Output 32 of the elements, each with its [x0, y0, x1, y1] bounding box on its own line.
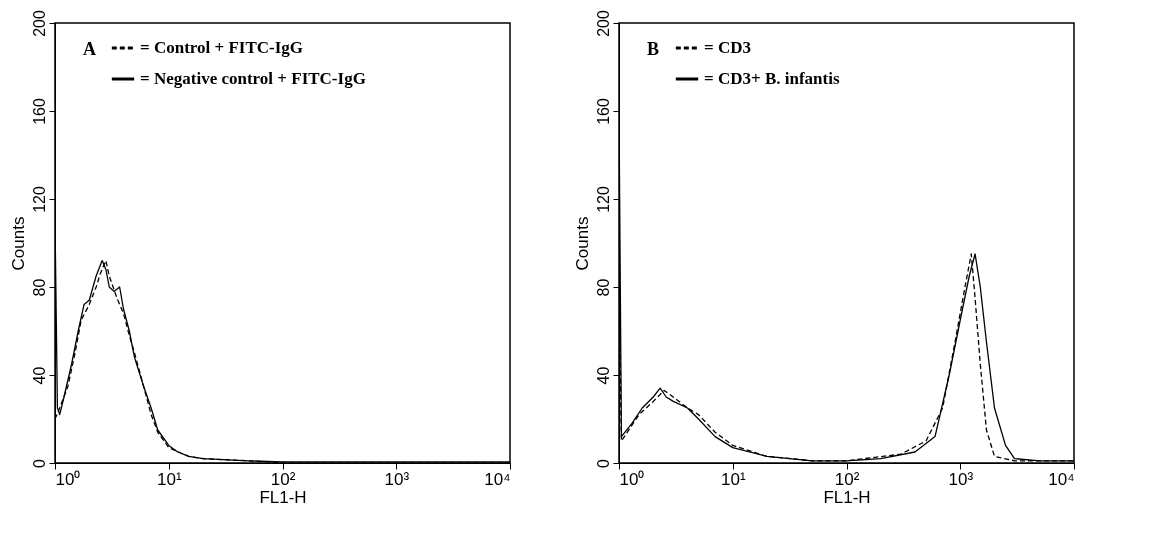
y-axis-title: Counts	[572, 216, 592, 271]
x-tick-label: 10²	[270, 469, 296, 489]
x-tick-label: 10⁴	[484, 469, 511, 489]
y-tick-label: 120	[30, 186, 48, 213]
y-tick-label: 160	[30, 98, 48, 125]
y-tick-label: 40	[594, 366, 612, 385]
y-tick-label: 40	[30, 366, 48, 385]
x-tick-label: 10⁰	[55, 469, 81, 489]
x-axis-title: FL1-H	[259, 487, 307, 507]
legend-label: = CD3+ B. infantis	[704, 69, 840, 88]
legend-label: = Negative control + FITC-IgG	[140, 69, 366, 88]
y-axis-title: Counts	[8, 216, 28, 271]
y-tick-label: 160	[594, 98, 612, 125]
y-tick-label: 200	[594, 10, 612, 37]
y-tick-label: 0	[30, 458, 48, 468]
legend-label: = CD3	[704, 38, 751, 57]
y-tick-label: 200	[30, 10, 48, 37]
x-tick-label: 10⁴	[1048, 469, 1075, 489]
y-tick-label: 80	[30, 278, 48, 297]
annotation: A	[83, 39, 96, 59]
x-tick-label: 10²	[834, 469, 860, 489]
legend-label: = Control + FITC-IgG	[140, 38, 304, 57]
y-tick-label: 120	[594, 186, 612, 213]
x-tick-label: 10⁰	[619, 469, 645, 489]
x-tick-label: 10³	[384, 469, 410, 489]
x-axis-title: FL1-H	[823, 487, 871, 507]
y-tick-label: 0	[594, 458, 612, 468]
x-tick-label: 10³	[948, 469, 974, 489]
y-tick-label: 80	[594, 278, 612, 297]
annotation: B	[647, 39, 660, 59]
x-tick-label: 10¹	[720, 469, 746, 489]
x-tick-label: 10¹	[156, 469, 182, 489]
